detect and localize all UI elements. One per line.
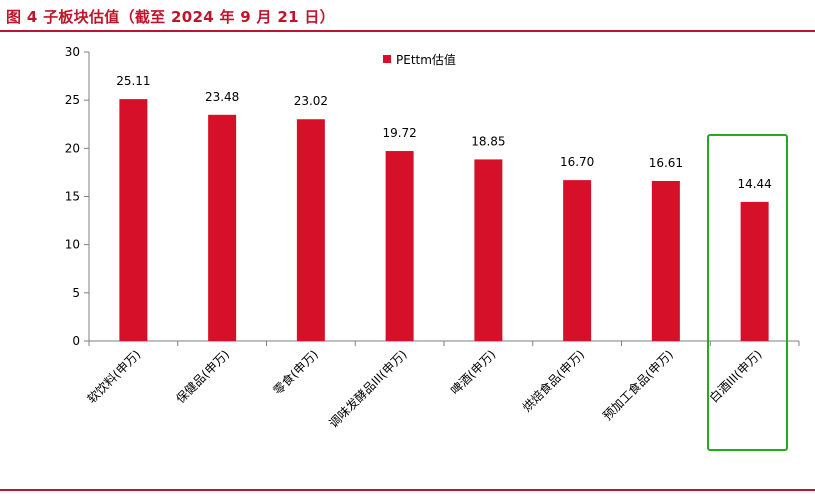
highlight-box <box>707 134 788 451</box>
bottom-rule <box>0 489 815 491</box>
bar <box>740 201 769 341</box>
figure-title: 图 4 子板块估值（截至 2024 年 9 月 21 日） <box>6 8 335 26</box>
data-label: 23.02 <box>294 94 328 108</box>
axes: 0 5 10 15 20 25 30 <box>65 45 800 348</box>
data-label: 23.48 <box>205 90 239 104</box>
y-tick-label: 30 <box>65 45 80 59</box>
data-label: 25.11 <box>116 74 150 88</box>
top-rule <box>0 30 815 32</box>
data-label: 14.44 <box>737 177 771 191</box>
data-label: 19.72 <box>382 126 416 140</box>
category-label: 调味发酵品III(申万) <box>326 347 410 431</box>
category-label: 保健品(申万) <box>173 347 232 406</box>
bar <box>296 119 325 342</box>
category-label: 啤酒(申万) <box>447 347 498 398</box>
bar <box>385 151 414 341</box>
y-tick-label: 20 <box>65 141 80 155</box>
data-labels: 25.11 23.48 23.02 19.72 18.85 16.70 16.61 14.44 <box>116 74 772 191</box>
bar <box>474 159 503 341</box>
category-label: 软饮料(申万) <box>85 347 144 406</box>
category-labels: 软饮料(申万) 保健品(申万) 零食(申万) 调味发酵品III(申万) 啤酒(申万) 烘焙… <box>85 347 765 431</box>
y-tick-label: 0 <box>72 334 80 348</box>
legend: PEttm估值 <box>383 52 456 67</box>
y-tick-label: 5 <box>72 286 80 300</box>
bar <box>208 114 237 342</box>
category-label: 白酒III(申万) <box>706 347 765 406</box>
y-tick-label: 15 <box>65 190 80 204</box>
data-label: 18.85 <box>471 134 505 148</box>
bar <box>651 180 680 341</box>
data-label: 16.70 <box>560 155 594 169</box>
bars <box>119 99 769 342</box>
y-tick-label: 10 <box>65 238 80 252</box>
data-label: 16.61 <box>649 156 683 170</box>
legend-label: PEttm估值 <box>396 52 456 67</box>
bar <box>563 180 592 341</box>
bar <box>119 99 148 342</box>
category-label: 零食(申万) <box>270 347 321 398</box>
category-label: 烘焙食品(申万) <box>519 347 587 415</box>
category-label: 预加工食品(申万) <box>599 347 676 424</box>
y-tick-label: 25 <box>65 93 80 107</box>
legend-swatch <box>383 55 391 63</box>
